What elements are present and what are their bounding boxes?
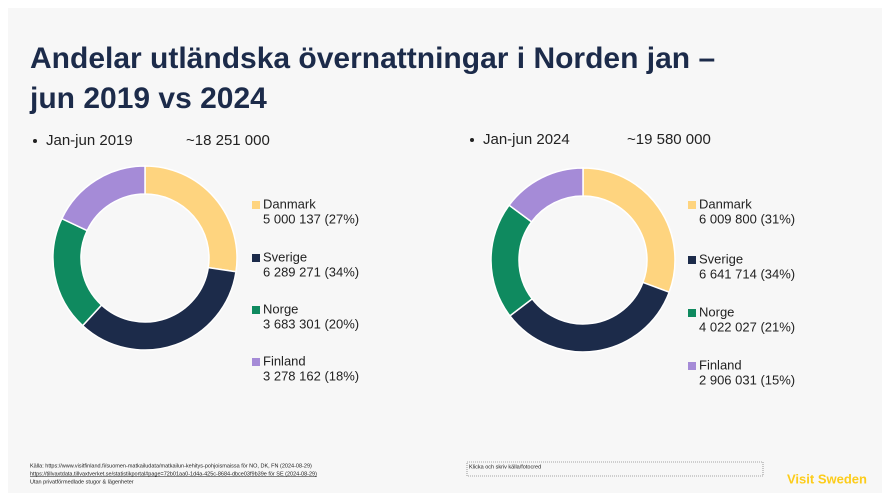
- source-line: https://tillvaxtdata.tillvaxtverket.se/s…: [30, 471, 317, 477]
- donut-segment: [508, 167, 584, 223]
- legend-swatch: [688, 201, 696, 209]
- title-line: jun 2019 vs 2024: [29, 82, 267, 115]
- legend-swatch: [688, 256, 696, 264]
- source-line: Utan privatförmedlade stugor & lägenhete…: [30, 479, 134, 485]
- legend-value: 4 022 027 (21%): [699, 319, 795, 334]
- legend-swatch: [252, 201, 260, 209]
- chart-title: Jan-jun 2019: [46, 132, 133, 149]
- legend-label: Finland: [699, 357, 742, 372]
- legend-swatch: [688, 309, 696, 317]
- legend-swatch: [252, 254, 260, 262]
- bullet: [33, 139, 37, 143]
- legend-label: Norge: [263, 301, 298, 316]
- legend-value: 6 009 800 (31%): [699, 211, 795, 226]
- legend-label: Finland: [263, 353, 306, 368]
- placeholder: Klicka och skriv källa/fotocred: [469, 464, 541, 470]
- legend-value: 3 278 162 (18%): [263, 368, 359, 383]
- legend-label: Danmark: [699, 196, 752, 211]
- legend-label: Sverige: [263, 249, 307, 264]
- donut-segment: [60, 165, 146, 232]
- chart-title: Jan-jun 2024: [483, 131, 570, 148]
- slide-background: [8, 8, 882, 493]
- legend-swatch: [252, 306, 260, 314]
- brand: Visit Sweden: [787, 471, 867, 486]
- title-line: Andelar utländska övernattningar i Norde…: [30, 42, 715, 75]
- legend-swatch: [688, 362, 696, 370]
- legend-value: 6 289 271 (34%): [263, 264, 359, 279]
- chart-subtitle: ~19 580 000: [627, 131, 711, 148]
- legend-value: 3 683 301 (20%): [263, 316, 359, 331]
- legend-swatch: [252, 358, 260, 366]
- chart-subtitle: ~18 251 000: [186, 132, 270, 149]
- legend-value: 5 000 137 (27%): [263, 211, 359, 226]
- legend-label: Danmark: [263, 196, 316, 211]
- source-line: Källa: https://www.visitfinland.fi/suome…: [30, 463, 312, 469]
- bullet: [470, 138, 474, 142]
- legend-value: 6 641 714 (34%): [699, 266, 795, 281]
- placeholder-box: [466, 461, 764, 477]
- legend-value: 2 906 031 (15%): [699, 372, 795, 387]
- legend-label: Norge: [699, 304, 734, 319]
- legend-label: Sverige: [699, 251, 743, 266]
